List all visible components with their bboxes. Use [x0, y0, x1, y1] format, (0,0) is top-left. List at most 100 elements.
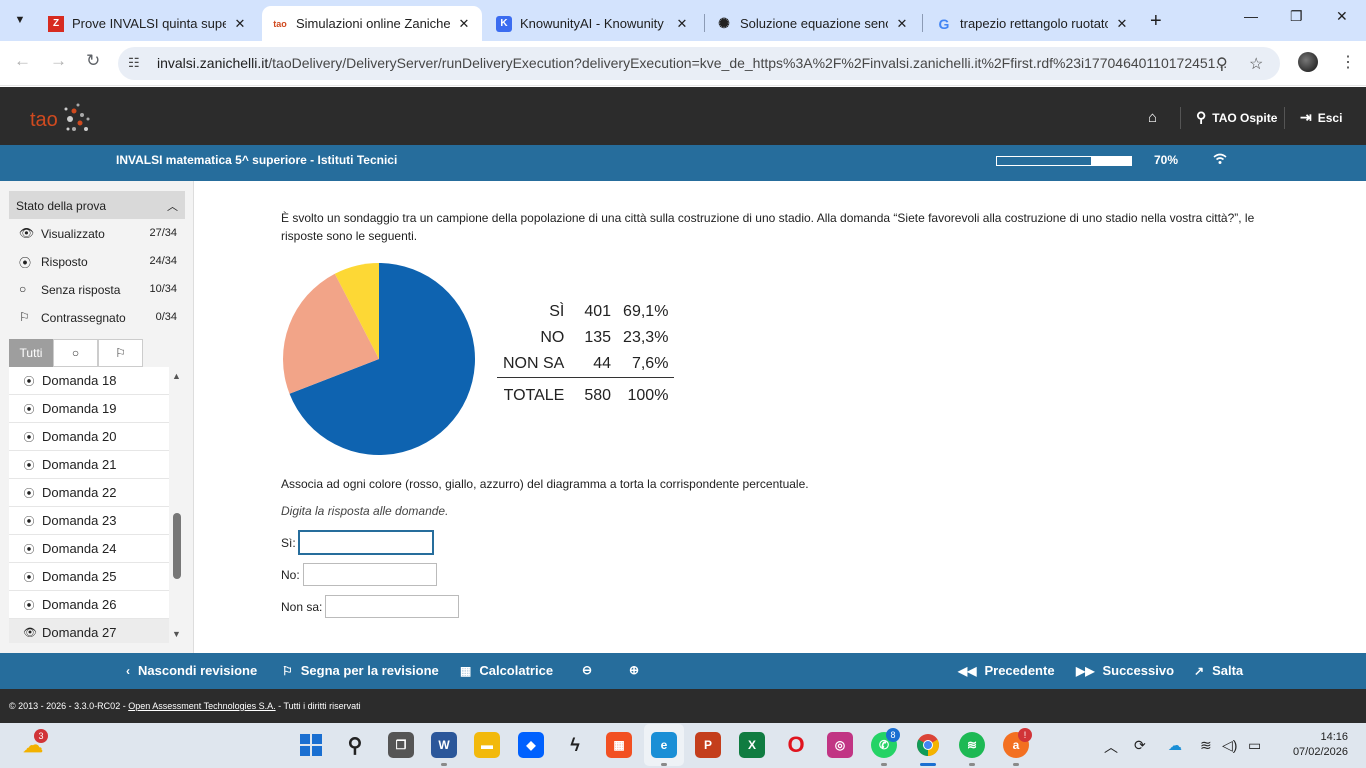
- oat-link[interactable]: Open Assessment Technologies S.A.: [128, 701, 276, 711]
- progress-bar-fill: [997, 157, 1091, 165]
- question-item-20[interactable]: ⦿ Domanda 20: [9, 423, 169, 451]
- url-text[interactable]: invalsi.zanichelli.it/taoDelivery/Delive…: [157, 55, 1227, 71]
- radio-filled-icon: ⦿: [23, 487, 35, 500]
- no-input[interactable]: [302, 563, 437, 586]
- question-item-25[interactable]: ⦿ Domanda 25: [9, 563, 169, 591]
- zoom-in-button[interactable]: ⊕: [629, 663, 639, 677]
- excel-icon[interactable]: X: [739, 732, 765, 758]
- tab-title: trapezio rettangolo ruotato: [960, 16, 1108, 31]
- question-item-23[interactable]: ⦿ Domanda 23: [9, 507, 169, 535]
- zoom-search-icon[interactable]: ⚲: [1216, 56, 1228, 73]
- filter-flagged-button[interactable]: ⚐: [98, 339, 143, 367]
- question-item-27[interactable]: 👁 Domanda 27: [9, 619, 169, 643]
- forward-arrow-icon[interactable]: →: [50, 51, 67, 70]
- windows-start-icon[interactable]: [298, 732, 324, 758]
- question-item-19[interactable]: ⦿ Domanda 19: [9, 395, 169, 423]
- instagram-icon[interactable]: ◎: [827, 732, 853, 758]
- tab-trapezio[interactable]: G trapezio rettangolo ruotato ✕: [926, 6, 1140, 41]
- onedrive-icon[interactable]: ☁: [1168, 737, 1182, 753]
- wifi-icon[interactable]: ≋: [1200, 737, 1212, 753]
- skip-button[interactable]: ↗ Salta: [1194, 663, 1243, 678]
- hide-review-button[interactable]: ‹ Nascondi revisione: [126, 663, 257, 678]
- radio-filled-icon: ⦿: [23, 515, 35, 528]
- battery-icon[interactable]: ▭: [1248, 737, 1262, 753]
- user-link[interactable]: ⚲ TAO Ospite: [1196, 109, 1277, 126]
- close-tab-icon[interactable]: ✕: [234, 15, 246, 31]
- filter-all-button[interactable]: Tutti: [9, 339, 53, 367]
- review-sidebar: Stato della prova ︿ 👁 Visualizzato 27/34…: [0, 181, 194, 653]
- system-clock[interactable]: 14:16 07/02/2026: [1284, 730, 1348, 760]
- close-tab-icon[interactable]: ✕: [676, 15, 688, 31]
- radio-filled-icon: ⦿: [23, 459, 35, 472]
- knowunity-favicon-icon: K: [496, 15, 512, 32]
- mark-review-button[interactable]: ⚐ Segna per la revisione: [282, 663, 439, 678]
- tab-separator: [704, 14, 705, 32]
- question-item-24[interactable]: ⦿ Domanda 24: [9, 535, 169, 563]
- chrome-icon[interactable]: [915, 732, 941, 758]
- sync-icon[interactable]: ⟳: [1134, 737, 1146, 753]
- table-row: SÌ 401 69,1%: [497, 299, 674, 325]
- file-explorer-icon[interactable]: ▬: [474, 732, 500, 758]
- task-view-icon[interactable]: ❐: [388, 732, 414, 758]
- new-tab-icon[interactable]: +: [1150, 10, 1162, 32]
- close-tab-icon[interactable]: ✕: [896, 15, 908, 31]
- next-button[interactable]: ▶▶ Successivo: [1076, 663, 1174, 678]
- bookmark-star-icon[interactable]: ☆: [1249, 56, 1264, 73]
- profile-avatar[interactable]: [1298, 52, 1318, 72]
- running-indicator: [1013, 763, 1019, 766]
- dropbox-icon[interactable]: ◆: [518, 732, 544, 758]
- chevron-up-icon[interactable]: ︿: [167, 201, 178, 213]
- back-arrow-icon[interactable]: ←: [14, 51, 31, 70]
- address-bar[interactable]: ☷ invalsi.zanichelli.it/taoDelivery/Deli…: [118, 47, 1280, 80]
- close-tab-icon[interactable]: ✕: [458, 15, 470, 31]
- radio-filled-icon: ⦿: [23, 543, 35, 556]
- external-link-icon: ↗: [1194, 663, 1205, 678]
- site-info-icon[interactable]: ☷: [128, 55, 140, 70]
- question-list-scrollbar[interactable]: ▲ ▼: [172, 371, 182, 639]
- table-total-row: TOTALE 580 100%: [497, 377, 675, 409]
- google-favicon-icon: G: [938, 15, 950, 32]
- powerpoint-icon[interactable]: P: [695, 732, 721, 758]
- opera-icon[interactable]: O: [787, 732, 805, 757]
- si-input[interactable]: [297, 530, 434, 555]
- tab-search-chevron-icon[interactable]: ▼: [14, 14, 26, 26]
- word-icon[interactable]: W: [431, 732, 457, 758]
- tao-logo-dots-icon: [64, 103, 90, 131]
- tab-invalsi-prove[interactable]: Z Prove INVALSI quinta superio ✕: [38, 6, 258, 41]
- close-window-icon[interactable]: ✕: [1336, 8, 1348, 24]
- home-icon[interactable]: ⌂: [1148, 109, 1158, 126]
- volume-icon[interactable]: ◁): [1222, 737, 1238, 753]
- tab-simulazioni-zanichelli[interactable]: tao Simulazioni online Zanichelli ✕: [262, 6, 482, 41]
- exit-link[interactable]: ⇥ Esci: [1300, 109, 1342, 126]
- scrollbar-thumb[interactable]: [173, 513, 181, 579]
- zoom-out-button[interactable]: ⊖: [582, 663, 592, 677]
- scroll-up-arrow-icon[interactable]: ▲: [172, 371, 181, 381]
- minimize-icon[interactable]: —: [1244, 8, 1258, 24]
- browser-toolbar: ← → ↻ ☷ invalsi.zanichelli.it/taoDeliver…: [0, 41, 1366, 86]
- restore-icon[interactable]: ❐: [1290, 8, 1303, 24]
- question-label: Domanda 19: [42, 401, 117, 416]
- tab-soluzione-equazione[interactable]: ✺ Soluzione equazione seno ✕: [706, 6, 920, 41]
- spotify-icon[interactable]: ≋: [959, 732, 985, 758]
- search-icon[interactable]: ⚲: [347, 734, 363, 757]
- sidebar-header[interactable]: Stato della prova ︿: [9, 191, 185, 219]
- question-item-26[interactable]: ⦿ Domanda 26: [9, 591, 169, 619]
- tab-knowunity[interactable]: K KnowunityAI - Knowunity - F ✕: [486, 6, 700, 41]
- lightning-app-icon[interactable]: ϟ: [570, 734, 580, 755]
- previous-button[interactable]: ◀◀ Precedente: [958, 663, 1055, 678]
- microsoft-store-icon[interactable]: ▦: [606, 732, 632, 758]
- calculator-button[interactable]: ▦ Calcolatrice: [460, 663, 553, 678]
- filter-unanswered-button[interactable]: ○: [53, 339, 98, 367]
- tao-logo: tao: [30, 101, 92, 135]
- header-separator: [1284, 107, 1285, 129]
- non-sa-input[interactable]: [325, 595, 460, 618]
- question-item-22[interactable]: ⦿ Domanda 22: [9, 479, 169, 507]
- scroll-down-arrow-icon[interactable]: ▼: [172, 629, 181, 639]
- chrome-menu-icon[interactable]: ⋮: [1340, 54, 1356, 71]
- question-item-18[interactable]: ⦿ Domanda 18: [9, 367, 169, 395]
- reload-icon[interactable]: ↻: [86, 51, 101, 70]
- edge-dev-icon[interactable]: e: [651, 732, 677, 758]
- question-item-21[interactable]: ⦿ Domanda 21: [9, 451, 169, 479]
- close-tab-icon[interactable]: ✕: [1116, 15, 1128, 31]
- show-hidden-icons-icon[interactable]: ︿: [1104, 739, 1118, 755]
